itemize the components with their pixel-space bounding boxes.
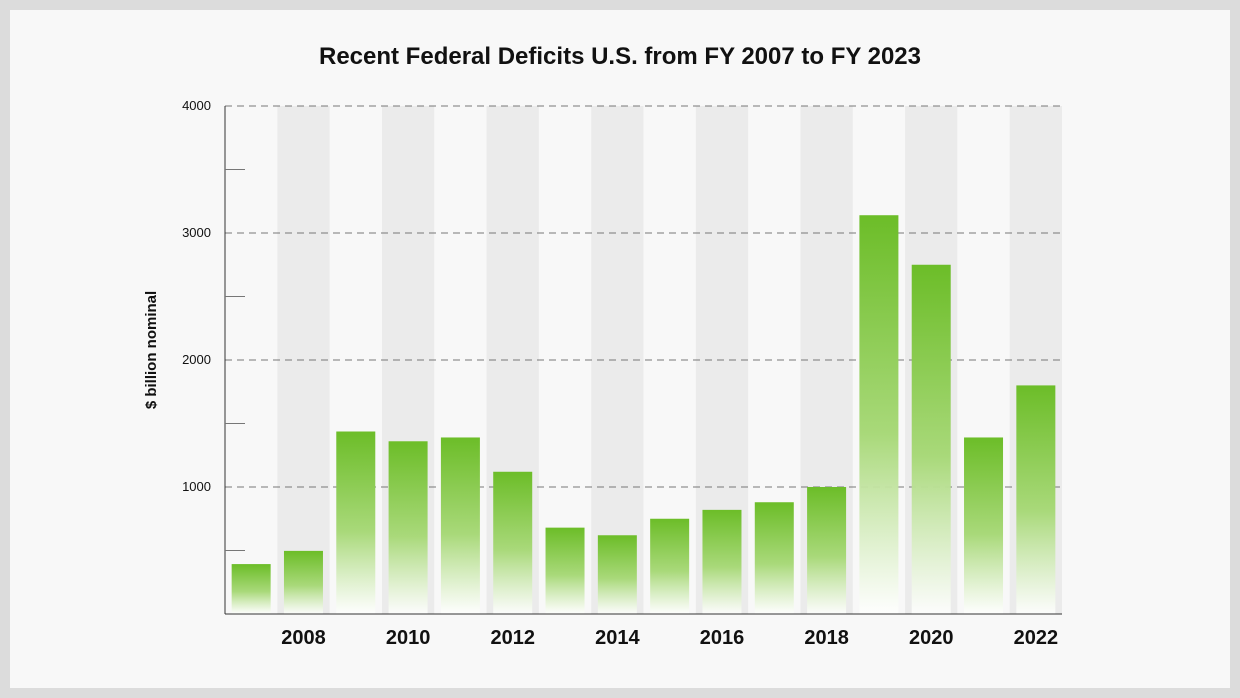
axes xyxy=(224,106,1062,615)
bar-2014 xyxy=(597,535,637,614)
x-tick-label: 2008 xyxy=(281,627,326,649)
x-tick-label: 2016 xyxy=(700,627,745,649)
bar-2010 xyxy=(388,441,428,614)
x-tick-label: 2018 xyxy=(804,627,849,649)
y-tick-label: 4000 xyxy=(182,98,211,113)
bar-2016 xyxy=(702,509,742,614)
bar-2022 xyxy=(1016,385,1056,614)
bar-2008 xyxy=(283,550,323,614)
x-tick-label: 2010 xyxy=(386,627,431,649)
x-axis-ticks: 2008 2010 2012 2014 2016 2018 2020 2022 xyxy=(281,627,1058,649)
y-axis-label: $ billion nominal xyxy=(143,291,160,409)
x-tick-label: 2014 xyxy=(595,627,640,649)
y-tick-label: 3000 xyxy=(182,225,211,240)
bar-2009 xyxy=(336,431,376,614)
bar-2018 xyxy=(807,487,847,614)
bar-2017 xyxy=(754,502,794,614)
bar-2019 xyxy=(859,215,899,614)
bar-2011 xyxy=(440,437,480,614)
x-tick-label: 2022 xyxy=(1014,627,1059,649)
chart-title: Recent Federal Deficits U.S. from FY 200… xyxy=(319,43,921,70)
bars xyxy=(231,215,1056,614)
y-tick-label: 2000 xyxy=(182,352,211,367)
bar-2007 xyxy=(231,564,271,614)
bar-2013 xyxy=(545,527,585,614)
bar-2021 xyxy=(964,437,1004,614)
y-tick-label: 1000 xyxy=(182,479,211,494)
bar-2012 xyxy=(493,471,533,614)
y-axis-ticks: 1000 2000 3000 4000 xyxy=(182,98,245,551)
x-tick-label: 2012 xyxy=(490,627,535,649)
x-tick-label: 2020 xyxy=(909,627,954,649)
bar-2015 xyxy=(650,518,690,614)
bar-2020 xyxy=(911,264,951,614)
